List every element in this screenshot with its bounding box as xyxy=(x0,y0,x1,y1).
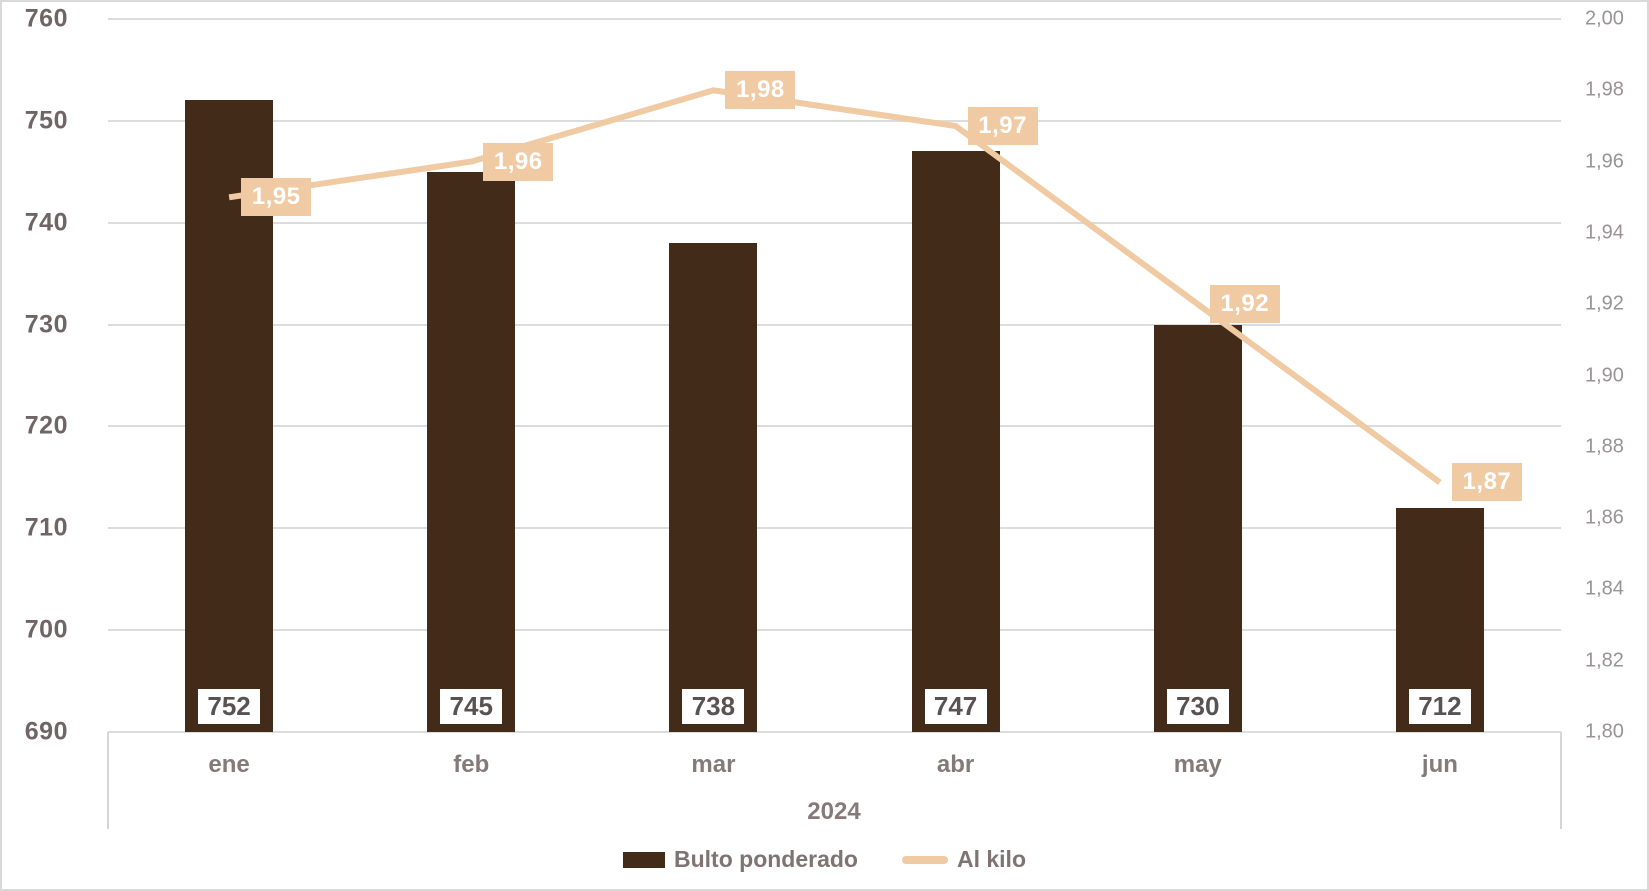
category-label-ene: ene xyxy=(208,751,250,778)
left-axis-tick-label: 730 xyxy=(24,310,68,339)
right-axis-tick-label: 1,82 xyxy=(1585,649,1624,672)
line-swatch-icon xyxy=(901,855,948,864)
right-axis-tick-label: 1,96 xyxy=(1585,150,1624,173)
bar-may xyxy=(1153,324,1242,732)
bar-mar xyxy=(669,243,758,732)
gridline xyxy=(108,18,1561,20)
category-label-jun: jun xyxy=(1421,751,1458,778)
left-axis-tick-label: 720 xyxy=(24,411,68,440)
left-axis-tick-label: 750 xyxy=(24,106,68,135)
legend-label: Al kilo xyxy=(956,846,1026,872)
legend-item-al-kilo: Al kilo xyxy=(901,846,1026,873)
bar-value-label-mar: 738 xyxy=(682,689,745,724)
gridline xyxy=(108,323,1561,326)
line-value-label-may: 1,92 xyxy=(1209,285,1280,324)
gridline xyxy=(108,425,1561,428)
gridline xyxy=(108,119,1561,122)
right-axis-tick-label: 1,94 xyxy=(1585,221,1624,244)
legend-label: Bulto ponderado xyxy=(674,846,858,872)
axis-band-border-left xyxy=(107,732,109,829)
gridline xyxy=(108,731,1561,733)
bar-value-label-ene: 752 xyxy=(198,689,261,724)
legend: Bulto ponderado Al kilo xyxy=(2,846,1647,873)
right-axis-tick-label: 1,88 xyxy=(1585,435,1624,458)
bar-abr xyxy=(911,151,1000,732)
bar-value-label-abr: 747 xyxy=(924,689,987,724)
bar-feb xyxy=(427,171,516,732)
right-axis-tick-label: 2,00 xyxy=(1585,7,1624,30)
right-axis-tick-label: 1,90 xyxy=(1585,364,1624,386)
line-value-label-mar: 1,98 xyxy=(725,71,796,110)
gridline xyxy=(108,629,1561,632)
axis-group-label-2024: 2024 xyxy=(807,798,861,825)
bar-value-label-jun: 712 xyxy=(1408,689,1471,724)
gridline xyxy=(108,221,1561,224)
axis-band-border-right xyxy=(1560,732,1562,829)
right-axis-tick-label: 1,92 xyxy=(1585,292,1624,315)
bar-value-label-feb: 745 xyxy=(440,689,503,724)
category-label-may: may xyxy=(1173,751,1222,778)
right-axis-tick-label: 1,86 xyxy=(1585,506,1624,529)
category-label-mar: mar xyxy=(691,751,736,778)
category-label-feb: feb xyxy=(453,751,490,778)
gridline xyxy=(108,527,1561,530)
left-axis-tick-label: 690 xyxy=(24,717,68,746)
bar-value-label-may: 730 xyxy=(1166,689,1229,724)
line-value-label-jun: 1,87 xyxy=(1451,463,1522,502)
category-label-abr: abr xyxy=(936,751,975,778)
right-axis-tick-label: 1,84 xyxy=(1585,577,1624,600)
left-axis-tick-label: 760 xyxy=(24,4,68,33)
line-value-label-abr: 1,97 xyxy=(967,106,1038,145)
legend-item-bulto-ponderado: Bulto ponderado xyxy=(623,846,858,873)
line-value-label-feb: 1,96 xyxy=(483,142,554,181)
left-axis-tick-label: 700 xyxy=(24,615,68,644)
line-value-label-ene: 1,95 xyxy=(241,178,312,217)
right-axis-tick-label: 1,98 xyxy=(1585,78,1624,101)
line-path xyxy=(228,87,1442,485)
right-axis-tick-label: 1,80 xyxy=(1585,720,1624,743)
left-axis-tick-label: 740 xyxy=(24,208,68,237)
bar-swatch-icon xyxy=(623,851,665,868)
left-axis-tick-label: 710 xyxy=(24,513,68,542)
